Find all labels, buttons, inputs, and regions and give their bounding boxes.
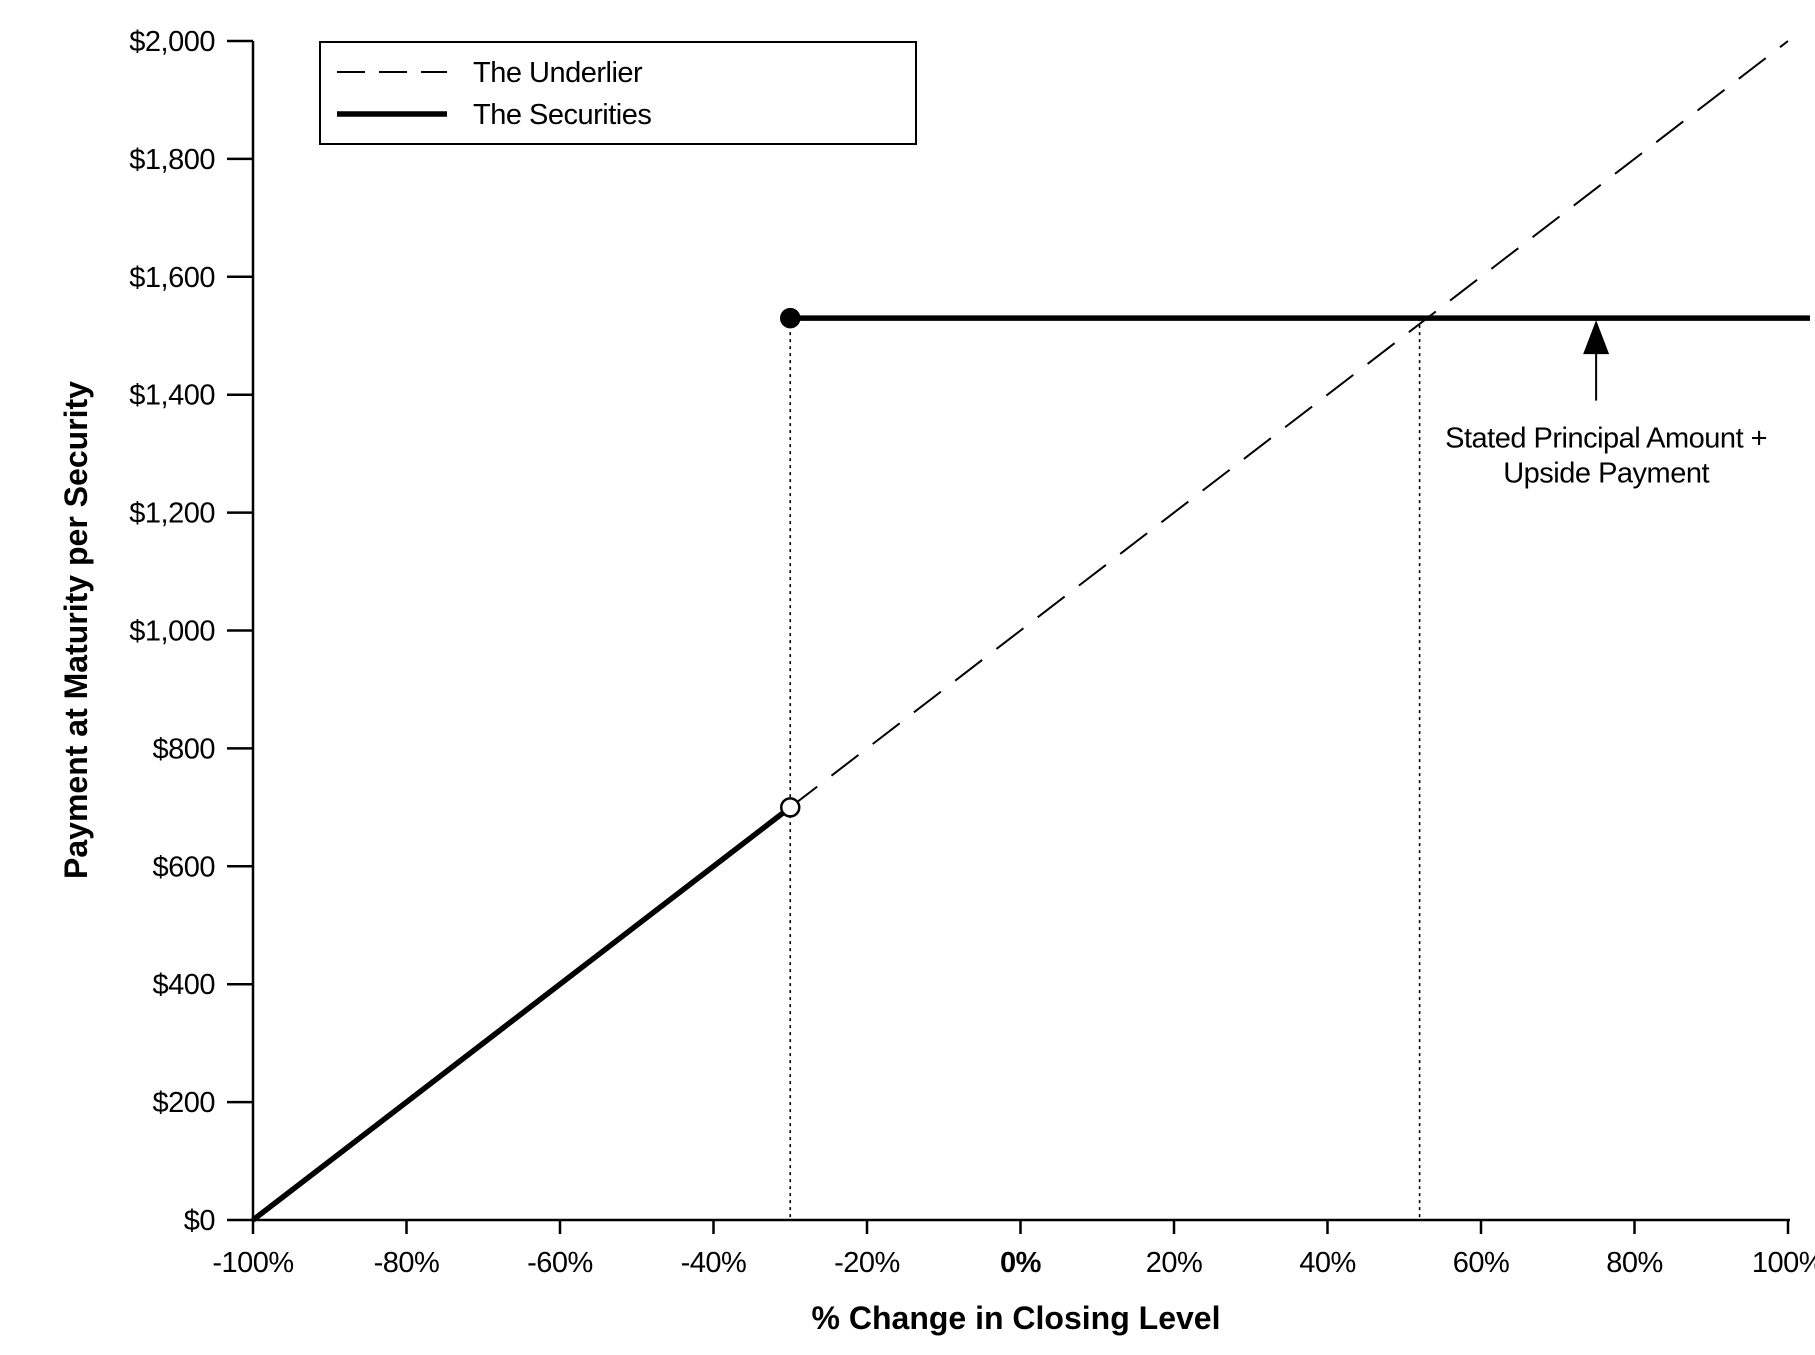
x-tick-label: -60% — [527, 1247, 593, 1279]
x-tick-label: 100% — [1752, 1247, 1815, 1279]
x-tick-label: 0% — [1000, 1247, 1042, 1279]
series-layer — [251, 40, 1810, 1223]
x-axis-ticks: -100% -80% -60% -40% -20% 0% 20% 40% 60% 80% 100% — [212, 1220, 1815, 1279]
y-tick-label: $1,400 — [129, 380, 215, 412]
reference-lines — [789, 318, 1421, 1220]
legend-securities-label: The Securities — [473, 99, 651, 131]
annotation-text-line: Stated Principal Amount + — [1445, 423, 1767, 455]
legend-underlier-label: The Underlier — [473, 57, 643, 89]
y-tick-label: $400 — [152, 969, 215, 1001]
x-tick-label: 40% — [1299, 1247, 1356, 1279]
x-tick-label: -80% — [374, 1247, 440, 1279]
y-axis-title: Payment at Maturity per Security — [58, 381, 94, 879]
annotation-text-line: Upside Payment — [1503, 458, 1709, 490]
underlier-line — [789, 40, 1789, 809]
y-tick-label: $0 — [184, 1205, 215, 1237]
y-axis-ticks: $0 $200 $400 $600 $800 $1,000 $1,200 $1,400 $1,6… — [129, 26, 253, 1237]
open-marker — [780, 797, 801, 818]
legend: The Underlier The Securities — [319, 41, 917, 145]
y-tick-label: $1,600 — [129, 262, 215, 294]
y-tick-label: $600 — [152, 851, 215, 883]
x-tick-label: -100% — [212, 1247, 293, 1279]
filled-marker — [780, 307, 801, 329]
y-tick-label: $200 — [152, 1087, 215, 1119]
x-tick-label: 20% — [1146, 1247, 1203, 1279]
x-tick-label: 80% — [1606, 1247, 1663, 1279]
y-tick-label: $800 — [152, 733, 215, 765]
annotation: Stated Principal Amount +Upside Payment — [1445, 320, 1768, 490]
x-tick-label: -20% — [834, 1247, 900, 1279]
x-tick-label: 60% — [1453, 1247, 1510, 1279]
x-tick-label: -40% — [681, 1247, 747, 1279]
securities-line-lower — [251, 805, 792, 1223]
y-tick-label: $1,800 — [129, 144, 215, 176]
annotation-arrow-head — [1583, 320, 1610, 355]
legend-box — [319, 41, 917, 145]
x-axis-title: % Change in Closing Level — [812, 1300, 1221, 1336]
y-tick-label: $2,000 — [129, 26, 215, 58]
y-tick-label: $1,200 — [129, 498, 215, 530]
y-tick-label: $1,000 — [129, 616, 215, 648]
marker-layer — [780, 307, 801, 818]
